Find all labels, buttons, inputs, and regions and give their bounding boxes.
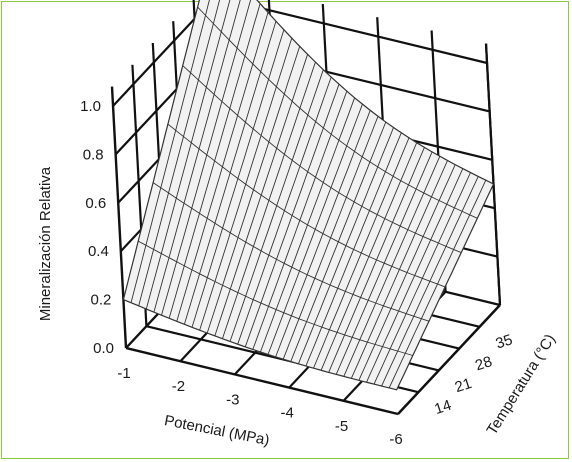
y-tick-label: 21 [453,375,474,396]
z-tick-label: 0.2 [91,292,112,309]
z-tick-label: 0.4 [88,243,109,260]
y-tick-label: 28 [473,353,494,374]
z-tick-label: 0.6 [85,195,106,212]
x-tick-label: -6 [389,431,402,448]
surface-mesh-line [197,6,478,219]
chart-surface [122,0,495,391]
z-axis-line [110,86,128,349]
x-tick-label: -2 [172,378,185,395]
z-tick-label: 1.0 [80,98,101,115]
x-axis-line [125,346,399,416]
x-tick-label: -3 [226,391,239,408]
y-tick-label: 35 [494,331,515,352]
surface-fill [122,0,495,391]
back-wall-gridline [484,43,502,306]
z-tick-label: 0.8 [83,146,104,163]
x-tick-label: -1 [117,365,130,382]
surface-mesh-line [182,65,462,254]
surface-mesh-line [167,123,446,288]
surface-mesh-line [152,182,430,322]
x-axis-title: Potencial (MPa) [163,412,271,449]
z-axis-title: Mineralización Relativa [37,166,54,321]
z-tick-label: 0.0 [93,340,114,357]
y-axis-title: Temperatura (°C) [483,331,558,438]
y-tick-label: 14 [432,397,453,418]
y-axis-line [397,304,501,415]
surface-mesh-line [137,240,413,356]
x-tick-label: -5 [335,418,348,435]
x-tick-label: -4 [281,405,294,422]
